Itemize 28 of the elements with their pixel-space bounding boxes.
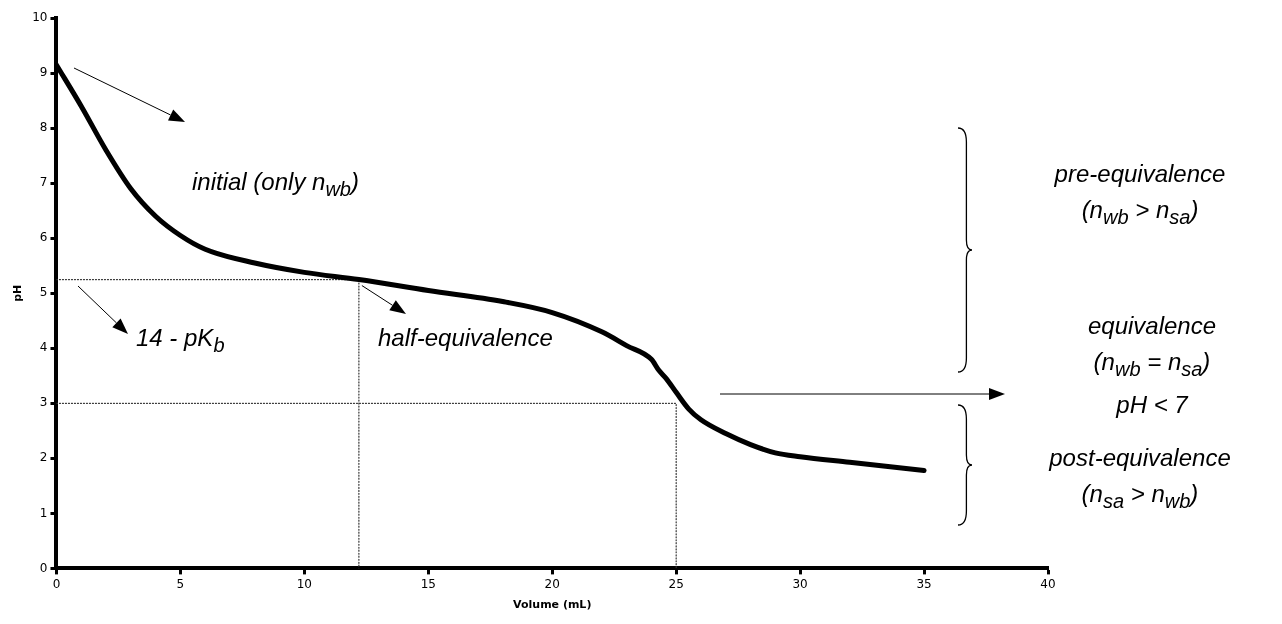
annotation: 14 - pK$_{b}$ (136, 323, 225, 358)
x-tick-label: 25 (668, 576, 684, 591)
y-tick-label: 3 (39, 395, 48, 410)
x-tick-label: 15 (420, 576, 436, 591)
x-tick-label: 30 (792, 576, 808, 591)
x-tick-label: 40 (1040, 576, 1056, 591)
y-tick-label: 4 (39, 340, 48, 355)
y-tick-label: 0 (39, 560, 48, 575)
text: post-equivalence (n$_{sa}$ > n$_{wb}$) (1049, 443, 1231, 514)
y-tick-label: 1 (39, 505, 48, 520)
y-tick-label: 7 (39, 175, 48, 190)
y-tick-label: 2 (39, 450, 48, 465)
y-tick-label: 10 (32, 10, 48, 25)
text: equivalence (n$_{wb}$ = n$_{sa}$) pH < 7 (1087, 311, 1217, 420)
x-tick-label: 35 (916, 576, 932, 591)
x-tick-label: 5 (176, 576, 185, 591)
y-tick-label: 8 (39, 120, 48, 135)
x-tick-label: 0 (52, 576, 61, 591)
annotation: initial (only n$_{wb}$) (192, 167, 359, 202)
y-tick-label: 6 (39, 230, 48, 245)
y-axis-title: pH (11, 284, 25, 302)
annotation: half-equivalence (378, 323, 553, 353)
x-axis-title: Volume (mL) (513, 598, 592, 612)
y-tick-label: 5 (39, 285, 48, 300)
x-tick-label: 20 (544, 576, 560, 591)
y-tick-label: 9 (39, 65, 48, 80)
text: pre-equivalence (n$_{wb}$ > n$_{sa}$) (1054, 159, 1226, 230)
x-tick-label: 10 (296, 576, 312, 591)
